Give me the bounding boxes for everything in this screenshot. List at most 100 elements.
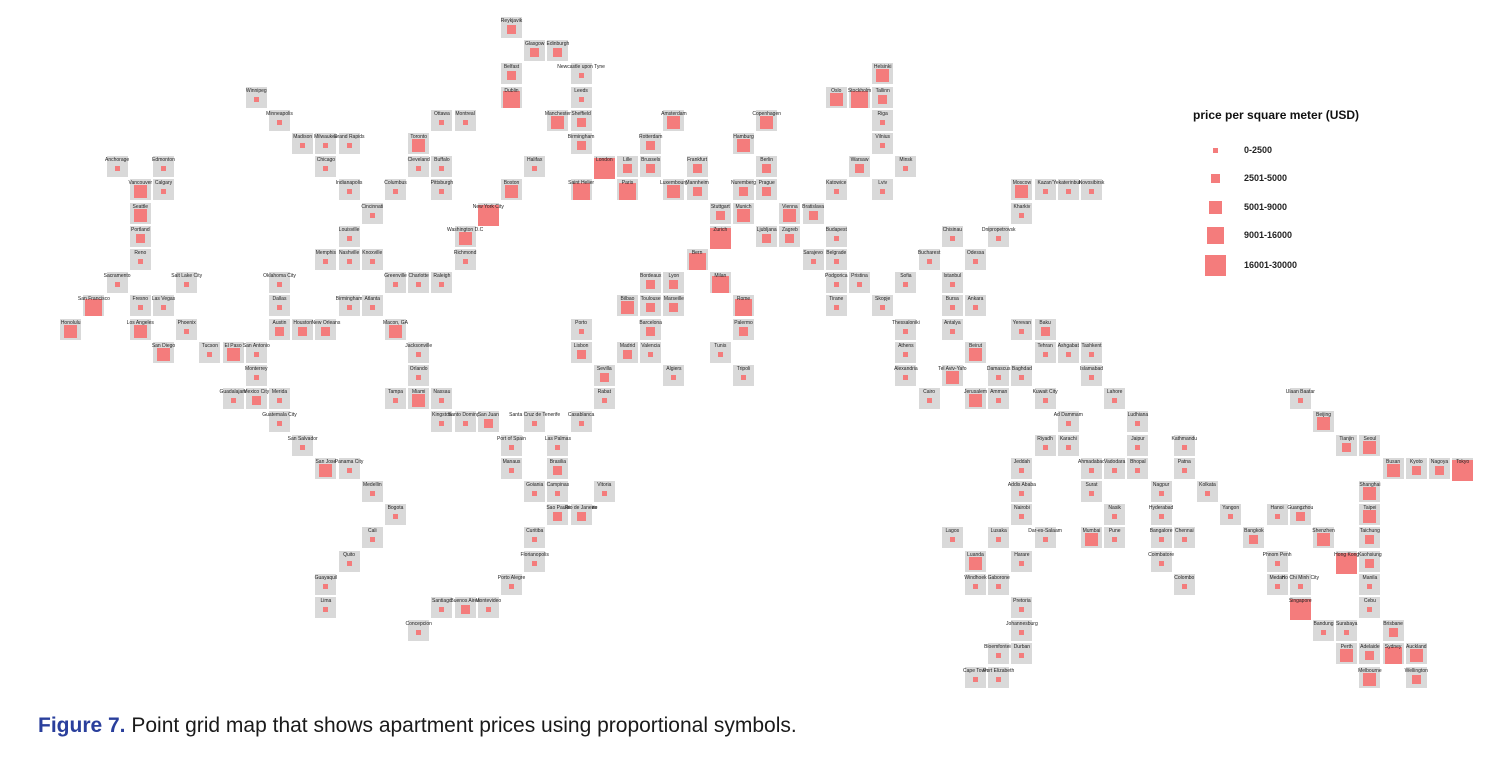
price-symbol xyxy=(1158,514,1164,520)
city-label: Montreal xyxy=(455,110,475,117)
city-label: Hanoi xyxy=(1270,505,1284,512)
city-label: Nairobi xyxy=(1013,505,1030,512)
city-cell-manila xyxy=(1359,573,1381,595)
city-label: Dallas xyxy=(272,296,287,303)
city-label: Birmingham xyxy=(567,134,595,140)
price-symbol xyxy=(903,328,909,334)
price-symbol xyxy=(855,164,864,174)
city-label: Athens xyxy=(898,342,914,349)
city-cell-san-francisco xyxy=(83,295,105,317)
city-cell-colombo xyxy=(1173,573,1195,595)
city-cell-dnipropetrovsk xyxy=(988,225,1010,247)
price-symbol xyxy=(623,349,632,359)
price-symbol xyxy=(1274,514,1280,520)
price-symbol xyxy=(1019,212,1025,218)
city-label: Skopje xyxy=(875,296,891,303)
city-cell-beijing xyxy=(1313,411,1334,433)
price-symbol xyxy=(1042,444,1048,450)
city-cell-jeddah xyxy=(1011,457,1033,479)
city-cell-perth xyxy=(1336,643,1358,665)
city-label: Seoul xyxy=(1363,435,1377,442)
city-label: Ankara xyxy=(967,296,984,303)
city-label: Milwaukee xyxy=(314,134,338,140)
city-cell-san-juan xyxy=(477,411,499,433)
city-cell-odessa xyxy=(965,249,986,270)
city-label: Miami xyxy=(412,389,426,396)
city-label: Birmingham xyxy=(335,296,363,303)
price-symbol xyxy=(1112,467,1118,473)
city-cell-lagos xyxy=(941,527,963,549)
city-cell-milwaukee xyxy=(315,133,337,154)
price-symbol xyxy=(949,305,955,311)
city-cell-buffalo xyxy=(431,156,453,178)
city-label: Cairo xyxy=(923,389,936,396)
city-cell-richmond xyxy=(454,249,476,270)
price-symbol xyxy=(532,560,538,566)
city-cell-coimbatore xyxy=(1150,550,1172,572)
city-cell-rio-de-janeiro xyxy=(570,504,592,526)
city-label: Cleveland xyxy=(407,157,430,164)
city-label: Shenzhen xyxy=(1312,528,1335,535)
city-label: Sydney xyxy=(1384,644,1402,651)
city-cell-tucson xyxy=(199,341,221,363)
city-label: Buffalo xyxy=(434,157,450,164)
city-cell-tel-aviv-yafo xyxy=(941,365,963,386)
price-symbol xyxy=(1112,514,1118,520)
price-symbol xyxy=(572,183,590,201)
city-cell-vitoria xyxy=(593,481,615,502)
price-symbol xyxy=(601,398,607,404)
price-symbol xyxy=(1181,537,1187,543)
city-cell-moscow xyxy=(1011,179,1033,201)
price-symbol xyxy=(646,326,656,336)
city-cell-zurich xyxy=(709,225,731,249)
city-label: Tucson xyxy=(201,342,218,349)
price-symbol xyxy=(973,676,978,682)
price-symbol xyxy=(667,185,681,199)
city-cell-bangkok xyxy=(1243,527,1265,549)
city-label: Halifax xyxy=(527,157,543,164)
legend-item: 0-2500 xyxy=(1188,138,1408,166)
city-label: Mumbai xyxy=(1082,528,1101,535)
city-label: Port Elizabeth xyxy=(983,667,1015,674)
price-symbol xyxy=(277,305,282,311)
city-cell-tallinn xyxy=(872,86,894,108)
city-label: Sheffield xyxy=(571,110,591,117)
city-label: Surabaya xyxy=(1335,621,1358,628)
price-symbol xyxy=(880,189,886,195)
city-label: Sarajevo xyxy=(803,250,823,256)
city-label: Jerusalem xyxy=(963,389,988,396)
price-symbol xyxy=(439,189,445,195)
city-label: Cali xyxy=(367,528,377,535)
price-symbol xyxy=(715,210,725,220)
city-cell-tirane xyxy=(825,295,847,317)
price-symbol xyxy=(709,227,731,249)
price-symbol xyxy=(1019,560,1025,566)
city-cell-santiago xyxy=(431,597,453,618)
city-label: Amman xyxy=(990,389,1008,396)
city-label: Durban xyxy=(1013,644,1031,651)
price-symbol xyxy=(253,351,259,357)
city-label: Kaohsiung xyxy=(1358,551,1382,558)
city-label: Belfast xyxy=(503,64,520,71)
city-label: Karachi xyxy=(1059,435,1077,442)
city-cell-riga xyxy=(872,109,894,131)
price-symbol xyxy=(646,280,656,290)
city-label: Rotterdam xyxy=(639,134,663,140)
city-cell-amman xyxy=(988,388,1010,410)
price-symbol xyxy=(416,375,422,380)
city-cell-jacksonville xyxy=(408,341,430,363)
city-cell-lisbon xyxy=(570,341,592,363)
price-symbol xyxy=(1042,351,1048,357)
figure-label: Figure 7. xyxy=(38,714,126,737)
price-symbol xyxy=(969,347,982,361)
city-cell-hong-kong xyxy=(1336,550,1358,574)
city-cell-madrid xyxy=(617,341,638,363)
city-cell-durban xyxy=(1011,643,1033,665)
city-cell-brisbane xyxy=(1382,620,1404,642)
price-symbol xyxy=(114,166,120,172)
city-cell-adelaide xyxy=(1359,643,1381,665)
city-cell-miami xyxy=(408,388,430,410)
city-label: Phnom Penh xyxy=(1262,551,1292,558)
city-cell-toulouse xyxy=(640,295,662,317)
city-label: Port of Spain xyxy=(497,435,526,442)
